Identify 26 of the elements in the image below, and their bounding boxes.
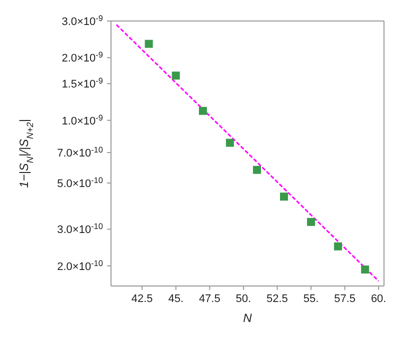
x-tick-label: 57.5 <box>334 293 356 305</box>
point <box>198 106 207 115</box>
point <box>252 166 261 174</box>
point <box>144 40 153 48</box>
y-tick-label: 7.0×10$^{-10}$ <box>57 145 104 160</box>
point <box>361 266 370 274</box>
y-tick-label: 5.0×10$^{-10}$ <box>57 175 104 190</box>
x-tick-label: 45. <box>168 293 184 305</box>
x-axis-title: N <box>243 311 252 325</box>
y-tick-label: 1.5×10$^{-9}$ <box>62 76 104 91</box>
y-tick-label: 2.0×10$^{-9}$ <box>62 50 104 65</box>
x-tick-label: 42.5 <box>131 293 153 305</box>
y-tick-label: 3.0×10$^{-9}$ <box>62 14 104 28</box>
point <box>334 242 342 250</box>
point <box>307 218 316 226</box>
x-tick-label: 50. <box>236 293 252 305</box>
point <box>280 192 288 201</box>
point <box>172 72 180 80</box>
y-tick-label: 2.0×10$^{-10}$ <box>57 258 104 273</box>
y-tick-label: 1.0×10$^{-9}$ <box>62 112 104 128</box>
x-tick-label: 60. <box>370 293 386 305</box>
point <box>226 138 234 147</box>
y-tick-label: 3.0×10$^{-10}$ <box>57 222 104 236</box>
x-tick-label: 52.5 <box>266 293 288 305</box>
x-tick-label: 47.5 <box>198 293 220 305</box>
x-tick-label: 55. <box>303 293 319 305</box>
